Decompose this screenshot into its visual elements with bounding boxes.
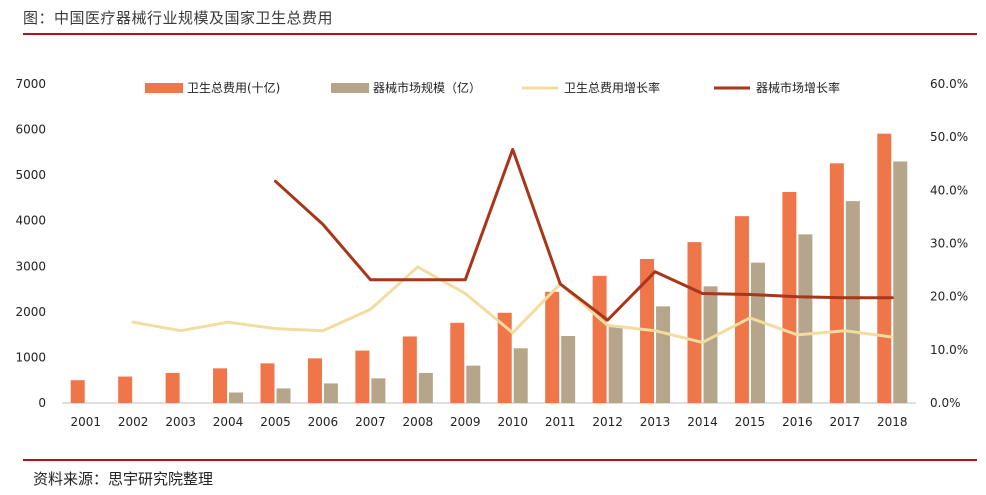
y-left-tick-label: 5000 [15, 168, 46, 182]
bar-device-market [229, 392, 244, 403]
x-tick-label: 2007 [355, 415, 386, 429]
x-tick-label: 2005 [260, 415, 291, 429]
y-left-tick-label: 0 [38, 396, 46, 410]
bar-device-market [893, 161, 908, 403]
chart-bars [70, 133, 908, 403]
bar-health-spend [592, 275, 607, 403]
bar-device-market [371, 378, 386, 403]
x-tick-label: 2011 [545, 415, 576, 429]
bar-health-spend [260, 363, 275, 403]
x-tick-label: 2008 [403, 415, 434, 429]
bar-health-spend [118, 376, 133, 403]
bar-health-spend [70, 380, 85, 403]
y-right-tick-label: 50.0% [930, 130, 968, 144]
y-right-tick-label: 40.0% [930, 183, 968, 197]
bar-device-market [608, 325, 623, 403]
legend-device-market-label: 器械市场规模（亿） [373, 80, 481, 95]
legend-device-market-growth-label: 器械市场增长率 [756, 80, 840, 95]
y-right-tick-label: 60.0% [930, 77, 968, 91]
y-left-tick-label: 2000 [15, 305, 46, 319]
bar-device-market [750, 262, 765, 403]
y-left-tick-label: 4000 [15, 214, 46, 228]
bar-health-spend [829, 163, 844, 403]
title-bar: 图：中国医疗器械行业规模及国家卫生总费用 [0, 0, 986, 33]
x-tick-label: 2017 [830, 415, 861, 429]
bar-device-market [798, 234, 813, 403]
x-tick-label: 2015 [735, 415, 766, 429]
bar-health-spend [734, 216, 749, 403]
bar-health-spend [877, 133, 892, 403]
y-left-tick-label: 1000 [15, 350, 46, 364]
x-tick-label: 2014 [687, 415, 718, 429]
bar-device-market [513, 348, 528, 403]
bar-device-market [561, 336, 576, 403]
bar-health-spend [545, 291, 560, 403]
line-health-spend-growth [131, 265, 894, 344]
bar-health-spend [402, 336, 417, 403]
bottom-divider [23, 459, 977, 461]
bar-device-market [276, 388, 291, 403]
line-device-market-growth [274, 147, 894, 322]
x-tick-label: 2002 [118, 415, 149, 429]
bar-device-market [323, 383, 338, 403]
y-left-tick-label: 7000 [15, 77, 46, 91]
x-tick-label: 2013 [640, 415, 671, 429]
x-tick-label: 2006 [308, 415, 339, 429]
x-tick-label: 2018 [877, 415, 908, 429]
x-tick-label: 2004 [213, 415, 244, 429]
bar-health-spend [687, 242, 702, 403]
x-tick-label: 2012 [592, 415, 623, 429]
legend-health-spend-growth-label: 卫生总费用增长率 [564, 80, 660, 95]
bar-health-spend [213, 368, 228, 403]
y-right-tick-label: 0.0% [930, 396, 961, 410]
legend-health-spend-swatch [145, 83, 183, 93]
top-divider [23, 33, 977, 35]
legend-device-market-swatch [331, 83, 369, 93]
bar-device-market [845, 201, 860, 403]
source-note: 资料来源：思宇研究院整理 [33, 470, 214, 488]
bar-health-spend [165, 372, 180, 403]
legend-health-spend-label: 卫生总费用(十亿) [187, 80, 280, 95]
x-tick-label: 2003 [165, 415, 196, 429]
chart-axes: 0 1000 2000 3000 4000 5000 6000 7000 0.0% 10.0% 20… [15, 77, 968, 429]
y-left-tick-label: 3000 [15, 259, 46, 273]
x-tick-label: 2016 [782, 415, 813, 429]
bar-device-market [703, 286, 718, 403]
bar-device-market [656, 306, 671, 403]
chart-lines [131, 147, 894, 344]
bar-health-spend [497, 312, 512, 403]
combo-chart: 0 1000 2000 3000 4000 5000 6000 7000 0.0% 10.0% 20… [15, 77, 968, 429]
x-tick-label: 2009 [450, 415, 481, 429]
bar-health-spend [307, 358, 322, 403]
y-left-tick-label: 6000 [15, 123, 46, 137]
x-tick-label: 2010 [497, 415, 528, 429]
bar-health-spend [355, 350, 370, 403]
x-tick-label: 2001 [70, 415, 101, 429]
y-right-tick-label: 30.0% [930, 237, 968, 251]
chart-legend: 卫生总费用(十亿) 器械市场规模（亿） 卫生总费用增长率 器械市场增长率 [145, 80, 840, 95]
y-right-tick-label: 20.0% [930, 290, 968, 304]
bar-device-market [418, 372, 433, 403]
figure-title: 图：中国医疗器械行业规模及国家卫生总费用 [23, 9, 334, 27]
y-right-tick-label: 10.0% [930, 343, 968, 357]
bar-device-market [466, 365, 481, 403]
bar-health-spend [450, 322, 465, 403]
